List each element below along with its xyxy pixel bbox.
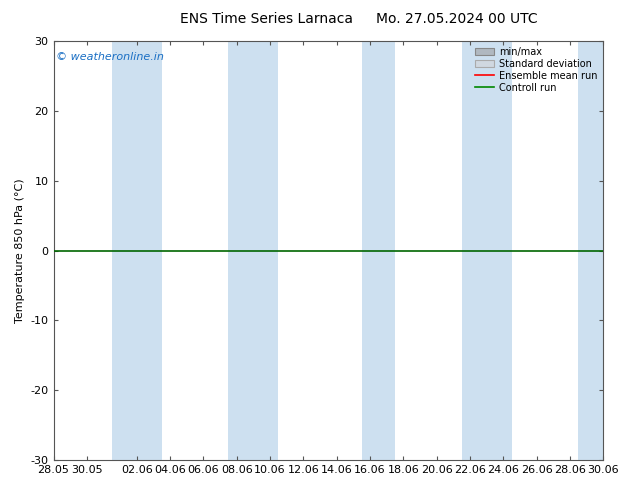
Bar bbox=[462, 41, 512, 460]
Bar bbox=[228, 41, 278, 460]
Text: Mo. 27.05.2024 00 UTC: Mo. 27.05.2024 00 UTC bbox=[376, 12, 537, 26]
Bar bbox=[361, 41, 395, 460]
Text: ENS Time Series Larnaca: ENS Time Series Larnaca bbox=[180, 12, 353, 26]
Bar bbox=[578, 41, 612, 460]
Y-axis label: Temperature 850 hPa (°C): Temperature 850 hPa (°C) bbox=[15, 178, 25, 323]
Legend: min/max, Standard deviation, Ensemble mean run, Controll run: min/max, Standard deviation, Ensemble me… bbox=[472, 44, 600, 96]
Bar bbox=[112, 41, 162, 460]
Text: © weatheronline.in: © weatheronline.in bbox=[56, 51, 164, 62]
